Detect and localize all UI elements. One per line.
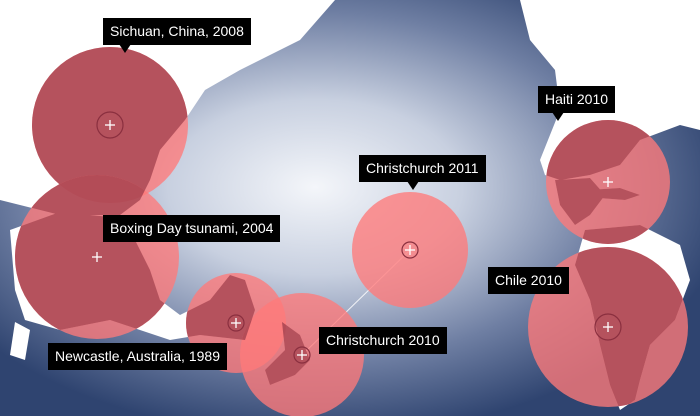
tasmania-landmass: [10, 322, 30, 360]
epicenter-ring-christchurch-2011: [401, 241, 419, 259]
quake-christchurch-2010[interactable]: [240, 293, 364, 416]
label-christchurch-2011[interactable]: Christchurch 2011: [359, 155, 486, 190]
earthquake-circles: [15, 47, 688, 416]
epicenter-ring-sichuan: [96, 111, 124, 139]
label-haiti-text: Haiti 2010: [545, 91, 609, 107]
quake-boxing-day[interactable]: [15, 175, 179, 339]
label-christchurch-2011-pointer: [407, 181, 419, 190]
epicenter-ring-chile: [594, 313, 622, 341]
label-christchurch-2010-text: Christchurch 2010: [326, 332, 440, 348]
label-christchurch-2010[interactable]: Christchurch 2010: [319, 327, 447, 354]
quake-sichuan[interactable]: [32, 47, 188, 203]
label-boxing-day[interactable]: Boxing Day tsunami, 2004: [103, 215, 281, 242]
epicenter-ring-christchurch-2010: [293, 346, 311, 364]
label-haiti[interactable]: Haiti 2010: [538, 86, 616, 121]
label-haiti-pointer: [552, 112, 564, 121]
label-newcastle[interactable]: Newcastle, Australia, 1989: [48, 343, 227, 370]
quake-haiti[interactable]: [546, 120, 670, 244]
label-sichuan-text: Sichuan, China, 2008: [110, 23, 244, 39]
label-chile[interactable]: Chile 2010: [488, 267, 569, 294]
label-sichuan[interactable]: Sichuan, China, 2008: [103, 18, 251, 53]
quake-christchurch-2011[interactable]: [352, 192, 468, 308]
label-christchurch-2011-text: Christchurch 2011: [366, 160, 479, 176]
label-newcastle-text: Newcastle, Australia, 1989: [55, 348, 220, 364]
label-sichuan-pointer: [119, 44, 131, 53]
label-boxing-day-text: Boxing Day tsunami, 2004: [110, 220, 274, 236]
label-chile-text: Chile 2010: [495, 272, 562, 288]
epicenter-ring-newcastle: [227, 314, 245, 332]
